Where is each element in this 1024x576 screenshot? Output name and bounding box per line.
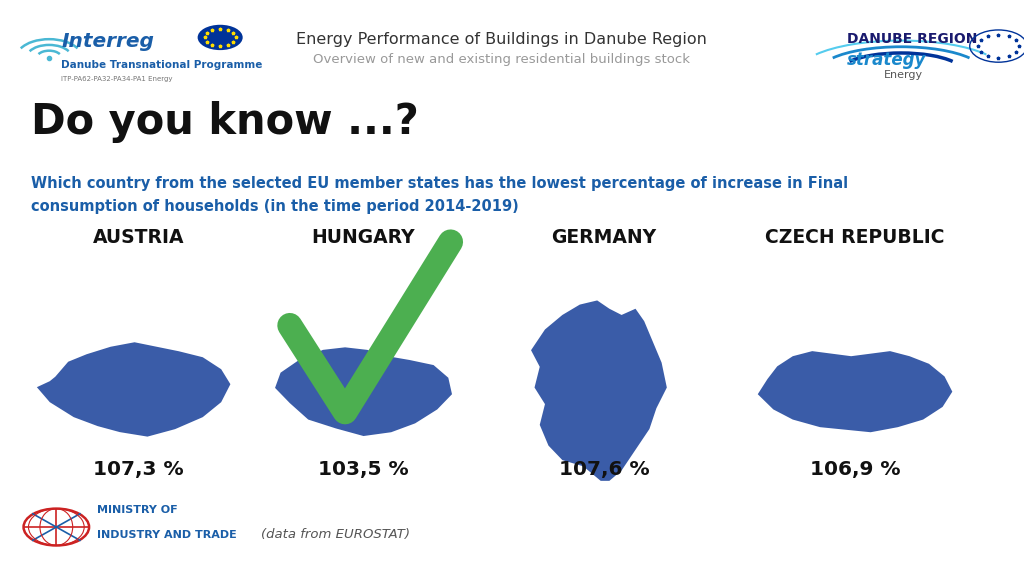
Text: AUSTRIA: AUSTRIA	[92, 228, 184, 247]
Text: MINISTRY OF: MINISTRY OF	[97, 505, 178, 515]
Text: GERMANY: GERMANY	[552, 228, 656, 247]
Text: ITP-PA62-PA32-PA34-PA1 Energy: ITP-PA62-PA32-PA34-PA1 Energy	[61, 76, 173, 82]
Polygon shape	[758, 351, 952, 432]
Text: INDUSTRY AND TRADE: INDUSTRY AND TRADE	[97, 529, 237, 540]
Text: consumption of households (in the time period 2014-2019): consumption of households (in the time p…	[31, 199, 518, 214]
Text: 107,3 %: 107,3 %	[93, 460, 183, 479]
Text: Energy: Energy	[884, 70, 923, 80]
Text: HUNGARY: HUNGARY	[311, 228, 416, 247]
Text: 106,9 %: 106,9 %	[810, 460, 900, 479]
Text: Overview of new and existing residential buildings stock: Overview of new and existing residential…	[313, 53, 690, 66]
Text: strategy: strategy	[847, 51, 927, 69]
Polygon shape	[275, 347, 452, 436]
Text: Energy Performance of Buildings in Danube Region: Energy Performance of Buildings in Danub…	[296, 32, 708, 47]
Circle shape	[198, 25, 243, 50]
Text: Do you know ...?: Do you know ...?	[31, 101, 419, 143]
Polygon shape	[531, 301, 667, 481]
Text: (data from EUROSTAT): (data from EUROSTAT)	[261, 528, 411, 541]
Text: CZECH REPUBLIC: CZECH REPUBLIC	[765, 228, 945, 247]
Text: Which country from the selected EU member states has the lowest percentage of in: Which country from the selected EU membe…	[31, 176, 848, 191]
Polygon shape	[37, 342, 230, 437]
Text: Interreg: Interreg	[61, 32, 155, 51]
Text: DANUBE REGION: DANUBE REGION	[847, 32, 977, 46]
Text: 107,6 %: 107,6 %	[559, 460, 649, 479]
Text: Danube Transnational Programme: Danube Transnational Programme	[61, 60, 263, 70]
Text: 103,5 %: 103,5 %	[318, 460, 409, 479]
